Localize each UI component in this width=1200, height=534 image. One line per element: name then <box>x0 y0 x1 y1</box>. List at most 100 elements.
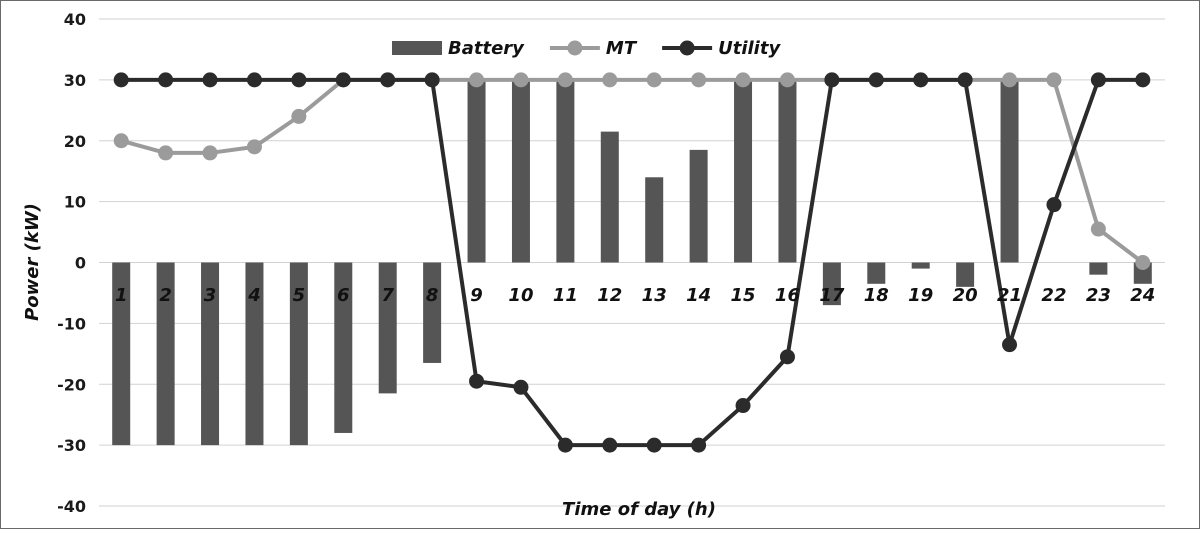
x-category-label: 3 <box>204 285 217 306</box>
y-axis-title: Power (kW) <box>22 203 43 321</box>
mt-point <box>557 72 573 88</box>
battery-bar <box>645 177 664 263</box>
x-category-label: 7 <box>381 285 394 306</box>
y-tick-label: 40 <box>64 10 86 29</box>
x-axis-categories: 1 2 3 4 5 6 7 8 9 10 11 12 13 14 15 16 17 18 19 20 21 22 23 24 <box>115 285 1155 306</box>
utility-point <box>1002 337 1018 353</box>
battery-bar <box>600 131 619 263</box>
utility-point <box>824 72 840 88</box>
battery-bar <box>467 79 486 263</box>
mt-point <box>113 133 129 149</box>
mt-point <box>291 108 307 124</box>
x-category-label: 21 <box>997 285 1022 306</box>
x-category-label: 15 <box>731 285 756 306</box>
y-tick-label: -30 <box>57 436 86 455</box>
battery-bars <box>112 79 1152 446</box>
series-lines <box>113 72 1151 453</box>
utility-point <box>868 72 884 88</box>
legend-label-utility: Utility <box>718 38 781 59</box>
x-category-label: 2 <box>159 285 172 306</box>
y-axis-ticks: 40 30 20 10 0 -10 -20 -30 -40 <box>57 10 86 516</box>
x-category-label: 24 <box>1130 285 1155 306</box>
y-tick-label: 30 <box>64 71 86 90</box>
x-category-label: 17 <box>819 285 845 306</box>
y-tick-label: -40 <box>57 497 86 516</box>
x-axis-title: Time of day (h) <box>562 499 716 520</box>
utility-point <box>469 373 485 389</box>
x-category-label: 4 <box>247 285 261 306</box>
y-tick-label: 20 <box>64 132 86 151</box>
mt-point <box>602 72 618 88</box>
mt-point <box>779 72 795 88</box>
battery-bar <box>822 262 841 306</box>
battery-bar <box>289 262 308 446</box>
legend: Battery MT Utility <box>392 38 781 59</box>
battery-bar <box>112 262 131 446</box>
x-category-label: 11 <box>553 285 578 306</box>
x-category-label: 6 <box>337 285 350 306</box>
utility-point <box>424 72 440 88</box>
mt-point <box>469 72 485 88</box>
y-tick-label: -10 <box>57 314 86 333</box>
mt-point <box>1090 221 1106 237</box>
legend-swatch-battery <box>392 41 442 55</box>
mt-point <box>691 72 707 88</box>
mt-point <box>735 72 751 88</box>
x-category-label: 13 <box>642 285 667 306</box>
battery-bar <box>334 262 353 433</box>
utility-point <box>735 398 751 414</box>
battery-bar <box>201 262 220 446</box>
battery-bar <box>956 262 975 287</box>
battery-bar <box>1000 79 1019 263</box>
mt-point <box>1135 255 1151 270</box>
utility-point <box>557 437 573 453</box>
battery-bar <box>378 262 397 394</box>
battery-bar <box>511 79 530 263</box>
utility-point <box>691 437 707 453</box>
utility-point <box>202 72 218 88</box>
utility-point <box>380 72 396 88</box>
utility-point <box>158 72 174 88</box>
y-tick-label: 10 <box>64 193 86 212</box>
utility-point <box>957 72 973 88</box>
y-tick-label: -20 <box>57 375 86 394</box>
battery-bar <box>156 262 175 446</box>
legend-marker-utility <box>679 40 695 56</box>
x-category-label: 12 <box>597 285 622 306</box>
x-category-label: 8 <box>426 285 439 306</box>
mt-point <box>158 145 174 161</box>
utility-point <box>113 72 129 88</box>
x-category-label: 18 <box>864 285 889 306</box>
mt-point <box>246 139 262 155</box>
x-category-label: 9 <box>470 285 483 306</box>
utility-point <box>779 349 795 365</box>
utility-point <box>913 72 929 88</box>
mt-point <box>646 72 662 88</box>
x-category-label: 10 <box>508 285 533 306</box>
utility-point <box>602 437 618 453</box>
utility-point <box>246 72 262 88</box>
battery-bar <box>778 79 797 263</box>
battery-bar <box>911 262 930 269</box>
utility-point <box>1135 72 1151 88</box>
mt-point <box>513 72 529 88</box>
x-category-label: 20 <box>953 285 978 306</box>
utility-point <box>513 379 529 395</box>
x-category-label: 14 <box>686 285 711 306</box>
x-category-label: 19 <box>908 285 933 306</box>
y-tick-label: 0 <box>75 254 86 273</box>
mt-point <box>202 145 218 161</box>
battery-bar <box>245 262 264 446</box>
utility-point <box>1046 197 1062 213</box>
x-category-label: 1 <box>115 285 128 306</box>
battery-bar <box>734 79 753 263</box>
legend-label-battery: Battery <box>448 38 525 59</box>
mt-point <box>1002 72 1018 88</box>
utility-point <box>335 72 351 88</box>
x-category-label: 22 <box>1041 285 1066 306</box>
utility-point <box>646 437 662 453</box>
utility-point <box>291 72 307 88</box>
battery-bar <box>556 79 575 263</box>
